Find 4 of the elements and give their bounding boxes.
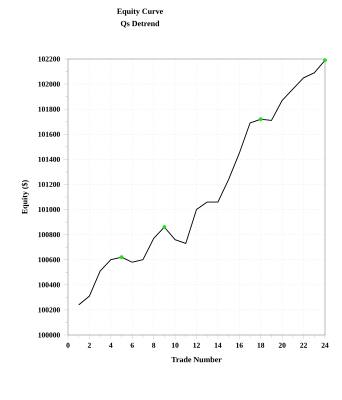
point	[162, 225, 166, 230]
point	[258, 117, 263, 122]
point	[120, 255, 124, 260]
point	[323, 58, 327, 62]
